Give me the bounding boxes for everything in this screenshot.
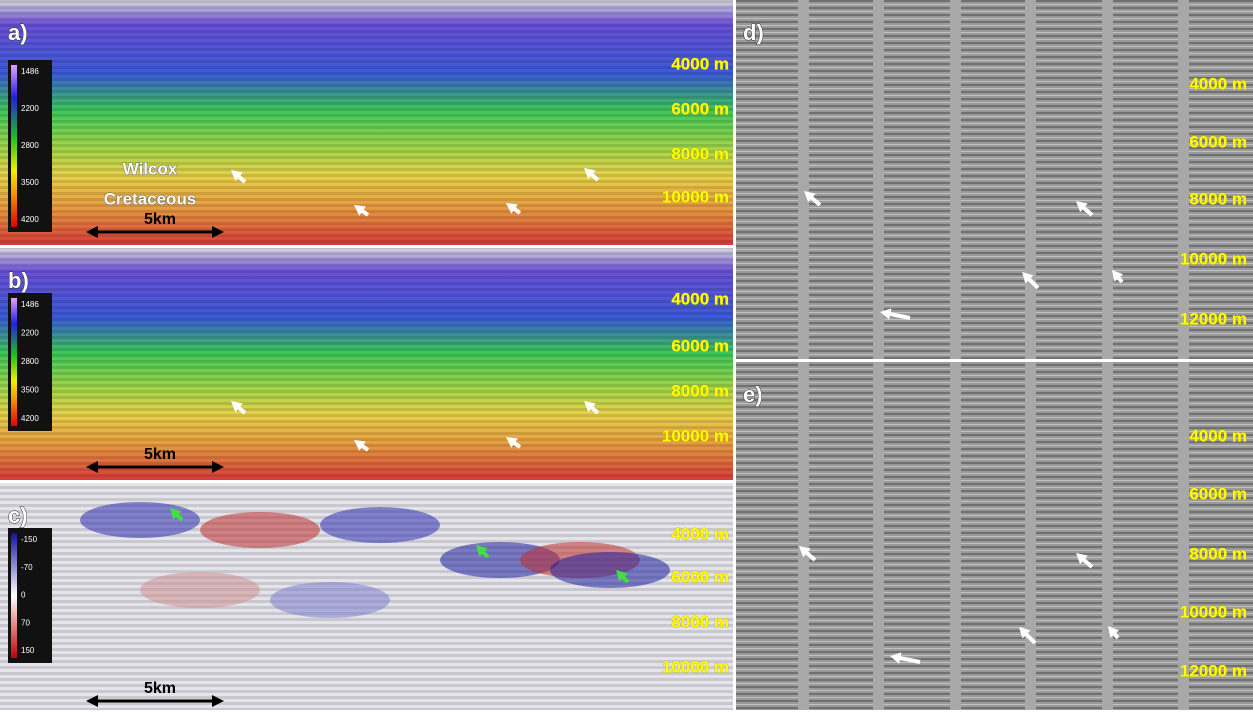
row-divider: [735, 359, 1253, 362]
colorbar-tick-label: 2800: [21, 357, 39, 366]
depth-label: 12000 m: [1180, 661, 1247, 680]
colorbar-tick-label: 70: [21, 618, 30, 627]
annotation: Cretaceous: [104, 189, 197, 208]
reflector-texture: [735, 0, 1253, 360]
gather-divider: [798, 0, 809, 360]
scale-bar-label: 5km: [144, 680, 176, 697]
colorbar: [11, 533, 17, 658]
colorbar-tick-label: 150: [21, 646, 35, 655]
gather-divider: [1025, 362, 1036, 710]
scale-bar-label: 5km: [144, 446, 176, 463]
colorbar-tick-label: 4200: [21, 215, 39, 224]
depth-label: 10000 m: [662, 657, 729, 676]
depth-label: 6000 m: [671, 336, 729, 355]
panel-label: c): [8, 503, 28, 528]
colorbar-tick-label: 2200: [21, 104, 39, 113]
depth-label: 4000 m: [671, 289, 729, 308]
depth-label: 6000 m: [671, 99, 729, 118]
depth-label: 12000 m: [1180, 309, 1247, 328]
colorbar-tick-label: -150: [21, 535, 38, 544]
gather-divider: [1102, 362, 1113, 710]
reflector-texture: [0, 248, 735, 480]
depth-label: 4000 m: [1189, 74, 1247, 93]
depth-label: 8000 m: [1189, 189, 1247, 208]
depth-label: 10000 m: [1180, 602, 1247, 621]
depth-label: 6000 m: [671, 567, 729, 586]
gather-divider: [798, 362, 809, 710]
panel-label: e): [743, 382, 763, 407]
reflector-texture: [735, 362, 1253, 710]
scale-bar-label: 5km: [144, 211, 176, 228]
colorbar: [11, 65, 17, 227]
depth-label: 10000 m: [662, 426, 729, 445]
depth-label: 4000 m: [671, 54, 729, 73]
depth-label: 6000 m: [1189, 484, 1247, 503]
depth-label: 4000 m: [1189, 426, 1247, 445]
depth-label: 8000 m: [671, 612, 729, 631]
anomaly: [550, 552, 670, 588]
colorbar-tick-label: 2800: [21, 141, 39, 150]
column-divider: [733, 0, 736, 710]
colorbar-tick-label: 2200: [21, 329, 39, 338]
figure: a) 1486 2200 2800 3500 4200 4000 m 6000 m 8000 m…: [0, 0, 1253, 710]
anomaly: [200, 512, 320, 548]
gather-divider: [1178, 0, 1189, 360]
depth-label: 4000 m: [671, 524, 729, 543]
gather-divider: [950, 362, 961, 710]
colorbar-tick-label: 0: [21, 591, 26, 600]
gather-divider: [873, 362, 884, 710]
colorbar: [11, 298, 17, 426]
gather-divider: [1102, 0, 1113, 360]
colorbar-tick-label: 3500: [21, 386, 39, 395]
depth-label: 8000 m: [671, 144, 729, 163]
anomaly: [140, 572, 260, 608]
depth-label: 10000 m: [1180, 249, 1247, 268]
colorbar-tick-label: 4200: [21, 414, 39, 423]
colorbar-tick-label: 1486: [21, 67, 39, 76]
colorbar-tick-label: 1486: [21, 300, 39, 309]
gather-divider: [1025, 0, 1036, 360]
panel-label: a): [8, 20, 28, 45]
depth-label: 8000 m: [671, 381, 729, 400]
depth-label: 6000 m: [1189, 132, 1247, 151]
colorbar-tick-label: -70: [21, 563, 33, 572]
annotation: Wilcox: [123, 159, 178, 178]
panel-label: d): [743, 20, 764, 45]
panel-label: b): [8, 268, 29, 293]
depth-label: 8000 m: [1189, 544, 1247, 563]
gather-divider: [873, 0, 884, 360]
gather-divider: [950, 0, 961, 360]
gather-divider: [1178, 362, 1189, 710]
colorbar-tick-label: 3500: [21, 178, 39, 187]
anomaly: [320, 507, 440, 543]
anomaly: [270, 582, 390, 618]
depth-label: 10000 m: [662, 187, 729, 206]
